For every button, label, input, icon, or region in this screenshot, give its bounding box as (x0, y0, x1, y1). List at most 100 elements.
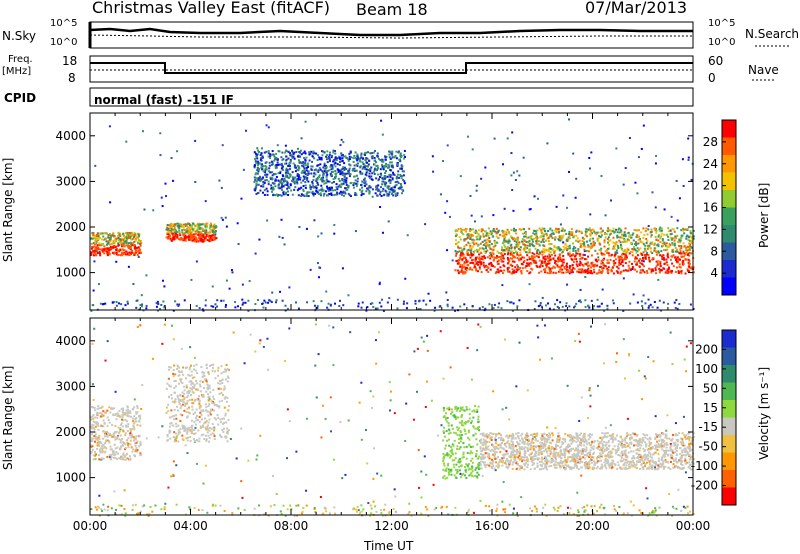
echo-pixel (205, 439, 208, 442)
echo-pixel (673, 239, 676, 242)
ground-pixel (613, 508, 616, 511)
echo-pixel (465, 258, 468, 261)
ground-pixel (671, 505, 674, 508)
echo-pixel (196, 372, 199, 375)
echo-pixel (390, 193, 393, 196)
noise-pixel (341, 477, 344, 480)
echo-pixel (630, 236, 633, 239)
echo-pixel (202, 233, 205, 236)
echo-pixel (527, 251, 530, 254)
echo-pixel (211, 231, 214, 234)
ground-pixel (596, 510, 599, 513)
echo-pixel (576, 237, 579, 240)
echo-pixel (587, 255, 590, 258)
ground-pixel (354, 508, 357, 511)
echo-pixel (584, 271, 587, 274)
echo-pixel (274, 179, 277, 182)
echo-pixel (323, 167, 326, 170)
echo-pixel (516, 245, 519, 248)
noise-pixel (627, 354, 630, 357)
echo-pixel (388, 164, 391, 167)
echo-pixel (487, 234, 490, 237)
echo-pixel (339, 172, 342, 175)
echo-pixel (543, 227, 546, 230)
noise-pixel (372, 500, 375, 503)
noise-pixel (638, 369, 641, 372)
echo-pixel (403, 180, 406, 183)
echo-pixel (479, 236, 482, 239)
echo-pixel (524, 246, 527, 249)
echo-pixel (669, 229, 672, 232)
noise-pixel (256, 454, 259, 457)
echo-pixel (512, 255, 515, 258)
echo-pixel (513, 227, 516, 230)
echo-pixel (467, 241, 470, 244)
echo-pixel (570, 231, 573, 234)
noise-pixel (322, 404, 325, 407)
ground-pixel (510, 301, 513, 304)
echo-pixel (108, 434, 111, 437)
echo-pixel (336, 157, 339, 160)
echo-pixel (594, 249, 597, 252)
echo-pixel (171, 415, 174, 418)
echo-pixel (208, 384, 211, 387)
echo-pixel (376, 152, 379, 155)
echo-pixel (548, 257, 551, 260)
echo-pixel (326, 187, 329, 190)
echo-pixel (520, 258, 523, 261)
echo-pixel (496, 250, 499, 253)
echo-pixel (326, 150, 329, 153)
echo-pixel (678, 245, 681, 248)
noise-pixel (603, 323, 606, 326)
noise-pixel (539, 358, 542, 361)
ground-pixel (112, 301, 115, 304)
echo-pixel (212, 228, 215, 231)
echo-pixel (272, 163, 275, 166)
echo-pixel (308, 151, 311, 154)
echo-pixel (322, 176, 325, 179)
echo-pixel (111, 424, 114, 427)
echo-pixel (267, 180, 270, 183)
noise-pixel (97, 283, 100, 286)
echo-pixel (650, 228, 653, 231)
echo-pixel (256, 153, 259, 156)
echo-pixel (512, 251, 515, 254)
ground-pixel (684, 506, 687, 509)
noise-pixel (512, 171, 515, 174)
echo-pixel (485, 264, 488, 267)
echo-pixel (675, 237, 678, 240)
echo-pixel (466, 252, 469, 255)
noise-pixel (426, 380, 429, 383)
noise-pixel (654, 415, 657, 418)
echo-pixel (681, 255, 684, 258)
noise-pixel (225, 279, 228, 282)
echo-pixel (505, 233, 508, 236)
echo-pixel (383, 177, 386, 180)
echo-pixel (128, 458, 131, 461)
echo-pixel (496, 255, 499, 258)
echo-pixel (278, 172, 281, 175)
echo-pixel (459, 247, 462, 250)
echo-pixel (363, 177, 366, 180)
noise-pixel (476, 410, 479, 413)
echo-pixel (318, 156, 321, 159)
echo-pixel (624, 233, 627, 236)
noise-pixel (572, 152, 575, 155)
echo-pixel (214, 230, 217, 233)
echo-pixel (500, 269, 503, 272)
ground-pixel (534, 505, 537, 508)
echo-pixel (130, 434, 133, 437)
echo-pixel (659, 260, 662, 263)
echo-pixel (521, 240, 524, 243)
echo-pixel (685, 248, 688, 251)
echo-pixel (482, 233, 485, 236)
noise-pixel (202, 482, 205, 485)
ground-pixel (384, 503, 387, 506)
echo-pixel (320, 178, 323, 181)
echo-pixel (476, 235, 479, 238)
echo-pixel (116, 412, 119, 415)
echo-pixel (303, 171, 306, 174)
echo-pixel (670, 238, 673, 241)
echo-pixel (585, 258, 588, 261)
echo-pixel (568, 244, 571, 247)
